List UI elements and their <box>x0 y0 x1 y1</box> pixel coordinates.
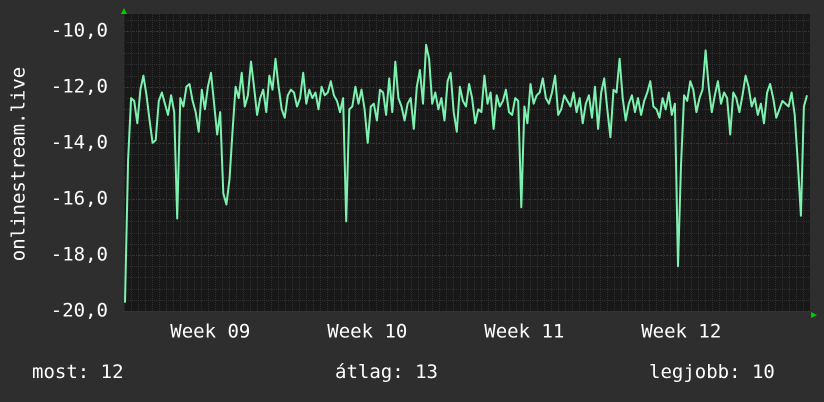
y-tick-label: -12,0 <box>51 75 108 97</box>
y-tick-label: -16,0 <box>51 187 108 209</box>
series-line <box>124 43 808 303</box>
y-axis-label: onlinestream.live <box>8 67 30 261</box>
x-tick-label: Week 11 <box>484 321 564 343</box>
grid <box>124 14 811 312</box>
x-tick-label: Week 09 <box>170 321 250 343</box>
x-tick-label: Week 12 <box>641 321 721 343</box>
y-tick-label: -20,0 <box>51 300 108 322</box>
y-tick-label: -14,0 <box>51 131 108 153</box>
average-value-label: átlag: 13 <box>335 361 438 383</box>
y-tick-label: -18,0 <box>51 243 108 265</box>
best-value-label: legjobb: 10 <box>649 361 775 383</box>
y-tick-label: -10,0 <box>51 19 108 41</box>
y-axis-arrow-icon <box>121 8 127 14</box>
x-axis-arrow-icon <box>811 312 817 318</box>
axis-ticks: -10,0 -12,0 -14,0 -16,0 -18,0 -20,0 Week 09 Wee… <box>51 19 722 342</box>
current-value-label: most: 12 <box>32 361 124 383</box>
x-tick-label: Week 10 <box>327 321 407 343</box>
